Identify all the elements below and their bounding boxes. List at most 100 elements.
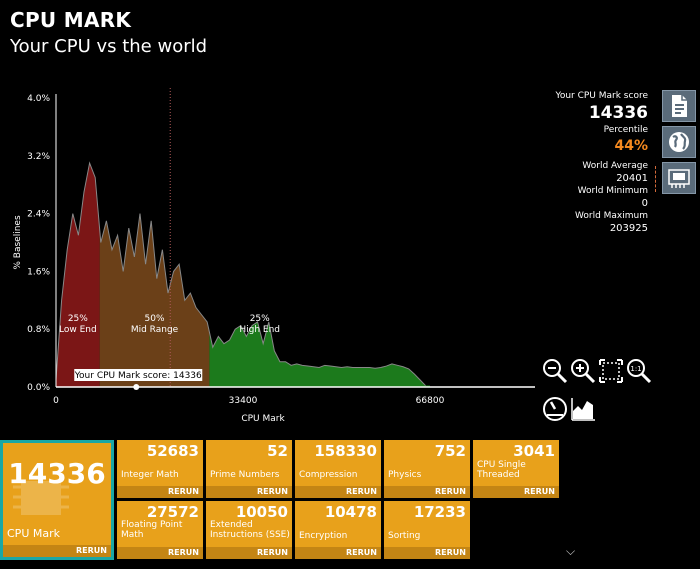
world-minimum-label: World Minimum — [577, 186, 648, 196]
cpu-mark-tile[interactable]: 14336 CPU Mark RERUN — [0, 440, 114, 560]
y-tick-label: 1.6% — [27, 267, 50, 277]
tile-label: Prime Numbers — [210, 470, 280, 480]
rerun-button[interactable]: RERUN — [295, 486, 381, 498]
rerun-button[interactable]: RERUN — [206, 547, 292, 559]
score-panel: Your CPU Mark score 14336 Percentile 44%… — [508, 90, 656, 235]
marker-label-box — [74, 369, 203, 381]
cpu-card-icon — [668, 169, 690, 188]
cpu-mark-value: 14336 — [8, 457, 106, 490]
rerun-cpu-mark-button[interactable]: RERUN — [3, 545, 111, 557]
gauge-icon — [543, 397, 567, 421]
marker-label: Your CPU Mark score: 14336 — [74, 371, 202, 381]
tile-encryption[interactable]: 10478 Encryption RERUN — [295, 501, 381, 559]
document-button[interactable] — [662, 90, 696, 122]
cpu-chip-icon — [13, 481, 69, 515]
globe-button[interactable] — [662, 126, 696, 158]
tile-label: Integer Math — [121, 470, 179, 480]
tile-compression[interactable]: 158330 Compression RERUN — [295, 440, 381, 498]
rerun-button[interactable]: RERUN — [295, 547, 381, 559]
history-chart-button[interactable] — [570, 396, 596, 422]
band-name-label: High End — [239, 325, 280, 335]
world-average-marker — [655, 166, 656, 192]
band-name-label: Mid Range — [131, 325, 179, 335]
tile-label: Physics — [388, 470, 422, 480]
tile-label: CPU Single Threaded — [477, 460, 526, 480]
rerun-button[interactable]: RERUN — [473, 486, 559, 498]
band-area-2 — [209, 321, 430, 387]
your-score-marker — [133, 384, 140, 390]
percentile-label: Percentile — [603, 125, 648, 135]
tile-extended-instructions[interactable]: 10050 Extended Instructions (SSE) RERUN — [206, 501, 292, 559]
rerun-button[interactable]: RERUN — [384, 547, 470, 559]
world-maximum-value: 203925 — [609, 223, 648, 234]
page-subtitle: Your CPU vs the world — [10, 36, 208, 57]
document-icon — [672, 95, 687, 117]
fit-view-icon — [599, 359, 623, 383]
percentile-value: 44% — [614, 138, 648, 154]
score-label: Your CPU Mark score — [555, 91, 648, 101]
rerun-button[interactable]: RERUN — [384, 486, 470, 498]
world-maximum-label: World Maximum — [575, 211, 648, 221]
zoom-in-icon — [571, 359, 596, 384]
tile-prime-numbers[interactable]: 52 Prime Numbers RERUN — [206, 440, 292, 498]
world-average-value: 20401 — [616, 173, 648, 184]
y-tick-label: 0.0% — [27, 383, 50, 393]
tile-label: Encryption — [299, 531, 348, 541]
area-chart-icon — [571, 398, 595, 421]
world-minimum-value: 0 — [641, 198, 648, 209]
tile-value: 158330 — [314, 442, 377, 460]
score-value: 14336 — [588, 103, 648, 123]
band-pct-label: 25% — [68, 314, 88, 324]
y-tick-label: 4.0% — [27, 94, 50, 104]
x-tick-label: 66800 — [416, 396, 445, 406]
tile-cpu-single-threaded[interactable]: 3041 CPU Single Threaded RERUN — [473, 440, 559, 498]
zoom-out-icon — [543, 359, 568, 384]
tile-floating-point-math[interactable]: 27572 Floating Point Math RERUN — [117, 501, 203, 559]
tile-value: 3041 — [513, 442, 555, 460]
gauge-button[interactable] — [542, 396, 568, 422]
tile-value: 27572 — [146, 503, 199, 521]
expand-chevron-icon[interactable]: ⌵ — [566, 544, 576, 558]
x-tick-label: 0 — [53, 396, 59, 406]
tile-value: 10478 — [324, 503, 377, 521]
zoom-actual-size-icon: 1:1 — [627, 359, 652, 384]
y-tick-label: 3.2% — [27, 152, 50, 162]
world-average-label: World Average — [582, 161, 648, 171]
band-pct-label: 50% — [145, 314, 165, 324]
cpu-mark-label: CPU Mark — [7, 527, 60, 540]
y-tick-label: 0.8% — [27, 325, 50, 335]
fit-view-button[interactable] — [598, 358, 624, 384]
page-title: CPU MARK — [10, 8, 132, 32]
svg-text:1:1: 1:1 — [630, 365, 641, 373]
hardware-button[interactable] — [662, 162, 696, 194]
distribution-line — [55, 161, 426, 386]
tile-sorting[interactable]: 17233 Sorting RERUN — [384, 501, 470, 559]
band-name-label: Low End — [59, 325, 97, 335]
tile-value: 17233 — [413, 503, 466, 521]
distribution-chart: 0.0%0.8%1.6%2.4%3.2%4.0%25%Low End50%Mid… — [13, 88, 535, 424]
tile-physics[interactable]: 752 Physics RERUN — [384, 440, 470, 498]
cpu-mark-tile-body: 14336 CPU Mark RERUN — [3, 443, 111, 557]
x-tick-label: 33400 — [229, 396, 258, 406]
rerun-button[interactable]: RERUN — [206, 486, 292, 498]
tile-value: 10050 — [235, 503, 288, 521]
x-axis-label: CPU Mark — [241, 414, 285, 424]
band-area-1 — [99, 213, 210, 387]
tile-label: Floating Point Math — [121, 520, 183, 540]
rerun-button[interactable]: RERUN — [117, 547, 203, 559]
zoom-out-button[interactable] — [542, 358, 568, 384]
tile-value: 52683 — [146, 442, 199, 460]
zoom-in-button[interactable] — [570, 358, 596, 384]
globe-icon — [669, 132, 689, 152]
tile-integer-math[interactable]: 52683 Integer Math RERUN — [117, 440, 203, 498]
y-axis-label: % Baselines — [13, 215, 23, 270]
band-pct-label: 25% — [250, 314, 270, 324]
rerun-button[interactable]: RERUN — [117, 486, 203, 498]
tile-label: Extended Instructions (SSE) — [210, 520, 290, 540]
y-tick-label: 2.4% — [27, 210, 50, 220]
actual-size-button[interactable]: 1:1 — [626, 358, 652, 384]
tile-value: 752 — [434, 442, 466, 460]
band-area-0 — [56, 163, 100, 387]
tile-label: Compression — [299, 470, 358, 480]
tile-label: Sorting — [388, 531, 421, 541]
